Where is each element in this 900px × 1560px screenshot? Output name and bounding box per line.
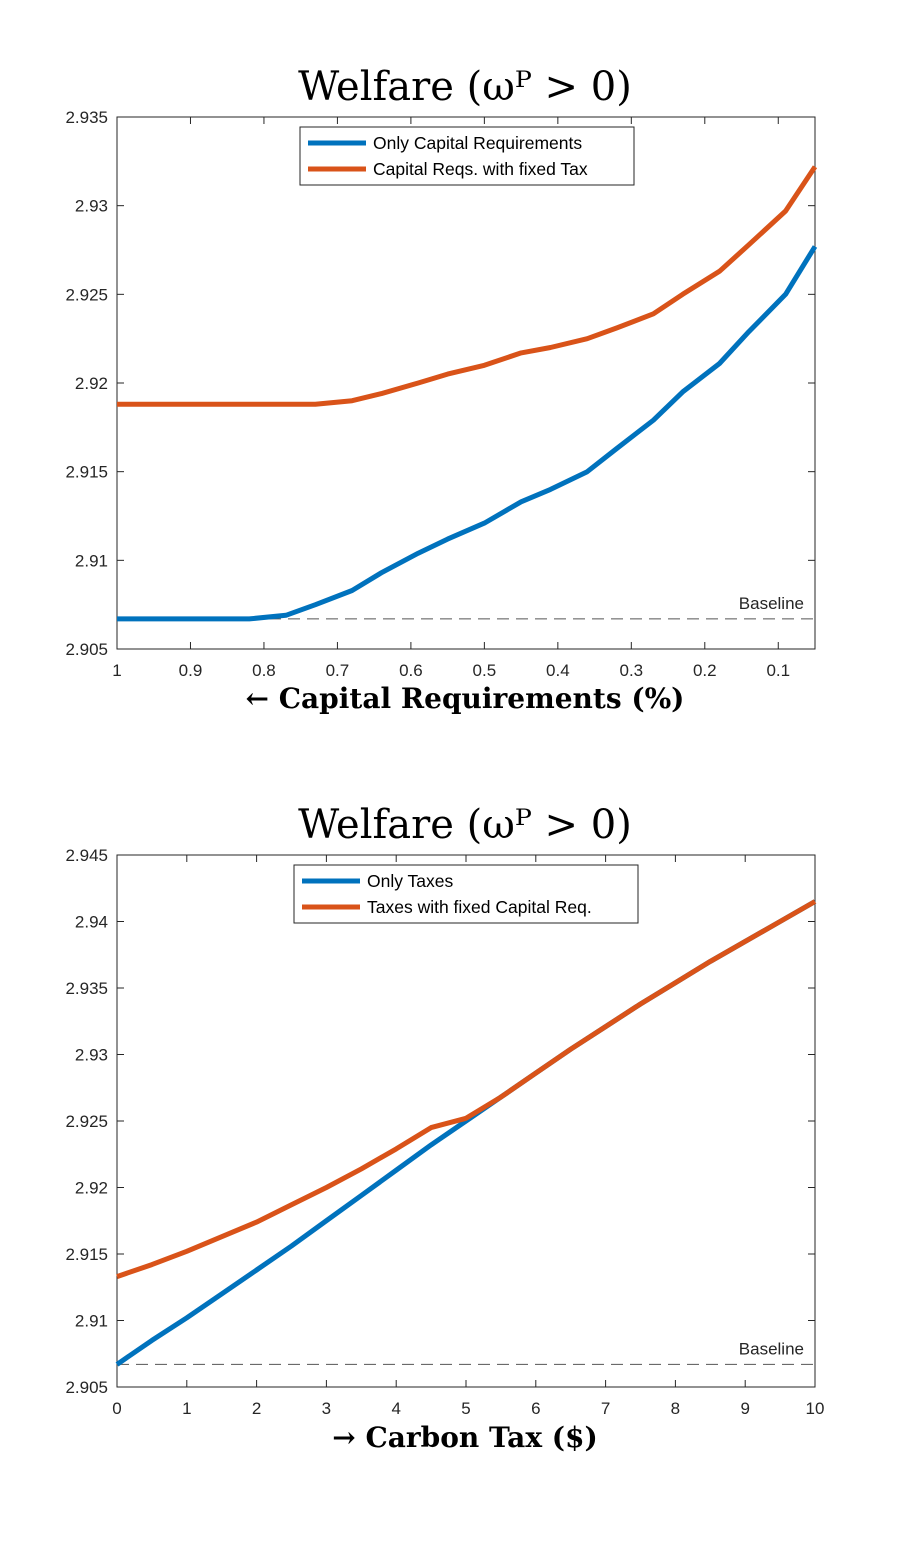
series-lines: Baseline bbox=[117, 165, 818, 622]
y-tick-label: 2.915 bbox=[65, 463, 108, 482]
series-line-2 bbox=[117, 165, 818, 407]
x-tick-label: 0.1 bbox=[766, 661, 790, 680]
x-tick-label: 0.4 bbox=[546, 661, 570, 680]
x-tick-label: 3 bbox=[322, 1399, 331, 1418]
legend-label: Only Taxes bbox=[367, 871, 453, 891]
x-tick-label: 0.2 bbox=[693, 661, 717, 680]
x-tick-label: 0 bbox=[112, 1399, 121, 1418]
y-tick-label: 2.945 bbox=[65, 846, 108, 865]
x-tick-label: 10 bbox=[806, 1399, 825, 1418]
y-tick-label: 2.905 bbox=[65, 640, 108, 659]
baseline-label: Baseline bbox=[739, 594, 804, 613]
y-tick-label: 2.91 bbox=[75, 1312, 108, 1331]
x-axis-label: ← Capital Requirements (%) bbox=[246, 682, 685, 715]
x-tick-label: 1 bbox=[112, 661, 121, 680]
axis-ticks: 0 1 2 3 4 5 6 7 8 9 10 2.905 2.91 2.915 2.92 2.925 2.93 2… bbox=[65, 846, 824, 1418]
y-tick-label: 2.925 bbox=[65, 285, 108, 304]
legend-box bbox=[293, 864, 639, 924]
y-tick-label: 2.93 bbox=[75, 197, 108, 216]
y-tick-label: 2.93 bbox=[75, 1046, 108, 1065]
chart-capital-requirements: Welfare (ωᴾ > 0) 1 0.9 0.8 0.7 0.6 0.5 0.4 0.3 0… bbox=[65, 64, 818, 715]
y-tick-label: 2.92 bbox=[75, 374, 108, 393]
x-axis-label: → Carbon Tax ($) bbox=[332, 1421, 597, 1454]
y-tick-label: 2.935 bbox=[65, 979, 108, 998]
y-tick-label: 2.94 bbox=[75, 913, 108, 932]
axis-ticks: 1 0.9 0.8 0.7 0.6 0.5 0.4 0.3 0.2 0.1 2.905 2.91 2.9… bbox=[65, 108, 815, 680]
legend-label: Only Capital Requirements bbox=[373, 133, 582, 153]
chart-carbon-tax: Welfare (ωᴾ > 0) 0 1 2 3 4 5 6 7 8 9 10 2.905 2.91 2.… bbox=[65, 802, 824, 1454]
x-tick-label: 4 bbox=[391, 1399, 400, 1418]
y-tick-label: 2.925 bbox=[65, 1112, 108, 1131]
y-tick-label: 2.91 bbox=[75, 551, 108, 570]
x-tick-label: 0.9 bbox=[179, 661, 203, 680]
x-tick-label: 8 bbox=[671, 1399, 680, 1418]
plot-area bbox=[116, 116, 816, 650]
x-tick-label: 0.7 bbox=[326, 661, 350, 680]
x-tick-label: 0.6 bbox=[399, 661, 423, 680]
x-tick-label: 2 bbox=[252, 1399, 261, 1418]
x-tick-label: 7 bbox=[601, 1399, 610, 1418]
x-tick-label: 6 bbox=[531, 1399, 540, 1418]
legend-label: Taxes with fixed Capital Req. bbox=[367, 897, 592, 917]
series-lines: Baseline bbox=[115, 899, 817, 1367]
x-tick-label: 0.8 bbox=[252, 661, 276, 680]
y-tick-label: 2.915 bbox=[65, 1245, 108, 1264]
legend-box bbox=[299, 126, 635, 186]
y-tick-label: 2.935 bbox=[65, 108, 108, 127]
x-tick-label: 0.5 bbox=[473, 661, 497, 680]
legend: Only Taxes Taxes with fixed Capital Req. bbox=[293, 864, 639, 924]
chart-title: Welfare (ωᴾ > 0) bbox=[298, 64, 632, 110]
series-line-2 bbox=[116, 899, 817, 1279]
legend: Only Capital Requirements Capital Reqs. w… bbox=[299, 126, 635, 186]
x-tick-label: 5 bbox=[461, 1399, 470, 1418]
baseline-label: Baseline bbox=[739, 1339, 804, 1358]
x-tick-label: 1 bbox=[182, 1399, 191, 1418]
y-tick-label: 2.92 bbox=[75, 1179, 108, 1198]
legend-label: Capital Reqs. with fixed Tax bbox=[373, 159, 588, 179]
x-tick-label: 0.3 bbox=[619, 661, 643, 680]
y-tick-label: 2.905 bbox=[65, 1378, 108, 1397]
x-tick-label: 9 bbox=[740, 1399, 749, 1418]
series-line-1 bbox=[117, 245, 818, 622]
chart-title: Welfare (ωᴾ > 0) bbox=[298, 802, 632, 848]
